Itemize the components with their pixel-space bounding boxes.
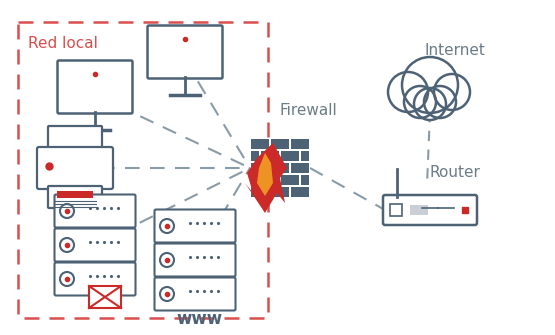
FancyBboxPatch shape: [154, 244, 235, 276]
FancyBboxPatch shape: [54, 195, 135, 227]
FancyBboxPatch shape: [383, 195, 477, 225]
Bar: [410, 205, 428, 215]
Bar: [57, 191, 93, 198]
Text: Firewall: Firewall: [279, 103, 337, 118]
FancyBboxPatch shape: [148, 25, 223, 78]
Bar: [291, 187, 309, 197]
FancyBboxPatch shape: [154, 209, 235, 243]
Bar: [301, 175, 309, 185]
FancyBboxPatch shape: [54, 263, 135, 295]
FancyBboxPatch shape: [89, 286, 121, 308]
Bar: [251, 163, 269, 173]
FancyBboxPatch shape: [154, 277, 235, 311]
Bar: [271, 139, 289, 149]
Bar: [271, 163, 289, 173]
Bar: [251, 175, 259, 185]
Text: Router: Router: [429, 165, 480, 180]
Polygon shape: [245, 143, 287, 213]
Text: www: www: [176, 310, 222, 328]
Bar: [250, 138, 310, 198]
FancyBboxPatch shape: [58, 61, 133, 114]
Bar: [291, 139, 309, 149]
FancyBboxPatch shape: [48, 186, 102, 208]
Bar: [18, 22, 268, 318]
Polygon shape: [257, 153, 273, 196]
Circle shape: [402, 57, 458, 113]
Bar: [291, 163, 309, 173]
Bar: [271, 187, 289, 197]
Bar: [301, 151, 309, 161]
Bar: [251, 187, 269, 197]
FancyBboxPatch shape: [37, 147, 113, 189]
Bar: [251, 151, 259, 161]
Bar: [390, 204, 402, 216]
Text: Internet: Internet: [424, 43, 485, 58]
Bar: [251, 139, 269, 149]
Circle shape: [424, 86, 456, 118]
Circle shape: [414, 88, 446, 120]
Circle shape: [404, 86, 436, 118]
Text: Red local: Red local: [28, 36, 98, 51]
Bar: [261, 175, 279, 185]
Bar: [281, 151, 299, 161]
Bar: [261, 151, 279, 161]
Circle shape: [434, 74, 470, 110]
Circle shape: [388, 72, 428, 112]
Bar: [281, 175, 299, 185]
FancyBboxPatch shape: [54, 228, 135, 262]
FancyBboxPatch shape: [48, 126, 102, 150]
